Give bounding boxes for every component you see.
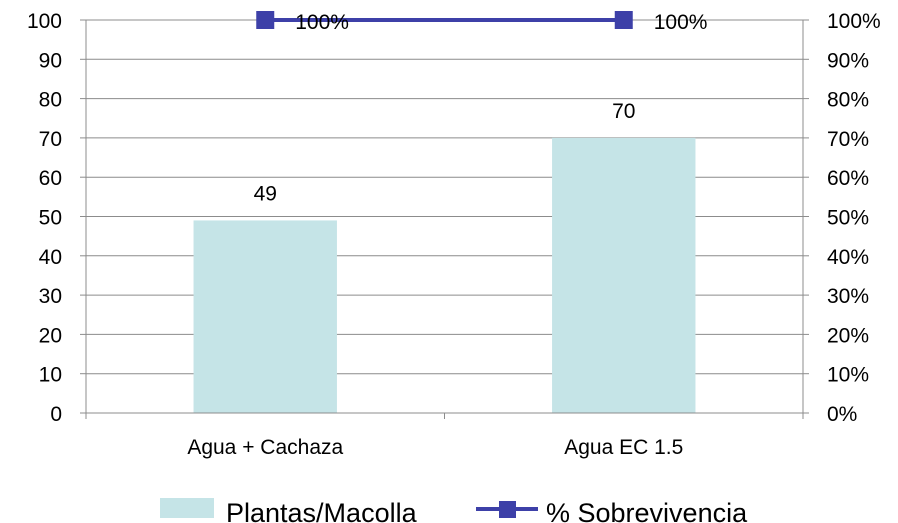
line-point [614, 11, 633, 29]
category-labels: Agua + Cachaza Agua EC 1.5 [187, 436, 683, 459]
line-data-label: 100% [295, 11, 349, 34]
right-tick-label: 0% [827, 403, 857, 426]
right-axis-ticks: 0% 10% 20% 30% 40% 50% 60% 70% 80% 90% 100% [827, 10, 881, 426]
right-tick-label: 90% [827, 49, 869, 72]
legend-label-line: % Sobrevivencia [546, 498, 748, 523]
right-tick-label: 100% [827, 10, 881, 33]
line-series [256, 11, 633, 29]
legend-swatch-marker [499, 501, 516, 518]
left-tick-label: 10 [39, 364, 62, 387]
left-tick-label: 70 [39, 128, 62, 151]
left-tick-label: 20 [39, 324, 62, 347]
category-label: Agua + Cachaza [187, 436, 343, 459]
right-tick-label: 50% [827, 207, 869, 230]
left-tick-label: 40 [39, 246, 62, 269]
bar [552, 137, 696, 413]
left-tick-label: 50 [39, 207, 62, 230]
left-axis-ticks: 0 10 20 30 40 50 60 70 80 90 100 [27, 10, 62, 426]
category-label: Agua EC 1.5 [564, 436, 683, 459]
left-tick-label: 0 [50, 403, 62, 426]
line-point [256, 11, 275, 29]
left-tick-label: 60 [39, 167, 62, 190]
left-tick-label: 90 [39, 49, 62, 72]
bar-data-label: 70 [612, 100, 635, 123]
bar-data-labels: 49 70 [254, 100, 636, 206]
right-tick-label: 10% [827, 364, 869, 387]
left-tick-label: 30 [39, 285, 62, 308]
right-tick-label: 40% [827, 246, 869, 269]
axes [80, 19, 809, 419]
left-tick-label: 80 [39, 89, 62, 112]
right-tick-label: 70% [827, 128, 869, 151]
right-tick-label: 20% [827, 324, 869, 347]
left-tick-label: 100 [27, 10, 62, 33]
right-tick-label: 80% [827, 89, 869, 112]
legend-label-bar: Plantas/Macolla [226, 498, 418, 523]
bar [193, 220, 337, 413]
bar-series [193, 137, 696, 413]
line-data-labels: 100% 100% [295, 11, 707, 34]
right-tick-label: 30% [827, 285, 869, 308]
bar-data-label: 49 [254, 182, 277, 205]
legend-swatch-bar [160, 498, 214, 518]
legend: Plantas/Macolla % Sobrevivencia [160, 498, 748, 523]
right-tick-label: 60% [827, 167, 869, 190]
line-data-label: 100% [654, 11, 708, 34]
